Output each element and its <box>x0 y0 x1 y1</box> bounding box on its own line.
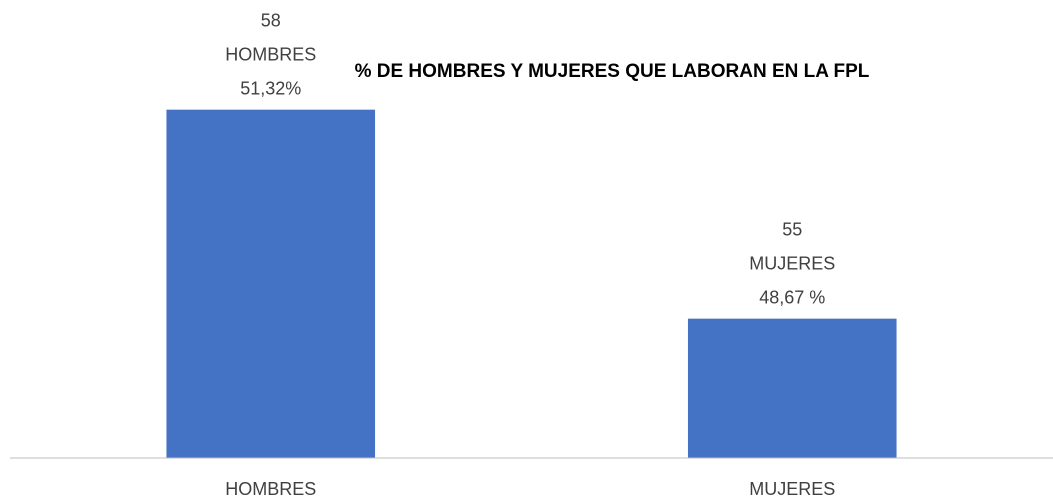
chart-title: % DE HOMBRES Y MUJERES QUE LABORAN EN LA… <box>355 61 870 82</box>
bar <box>687 318 897 458</box>
data-label-category: HOMBRES <box>225 44 316 64</box>
x-tick-label: MUJERES <box>749 479 835 499</box>
bar <box>166 109 376 459</box>
data-label-value: 58 <box>261 10 281 30</box>
data-label-value: 55 <box>782 219 802 239</box>
data-label-percentage: 48,67 % <box>759 287 825 307</box>
data-label-category: MUJERES <box>749 253 835 273</box>
x-tick-label: HOMBRES <box>225 479 316 499</box>
data-label-percentage: 51,32% <box>240 78 301 98</box>
